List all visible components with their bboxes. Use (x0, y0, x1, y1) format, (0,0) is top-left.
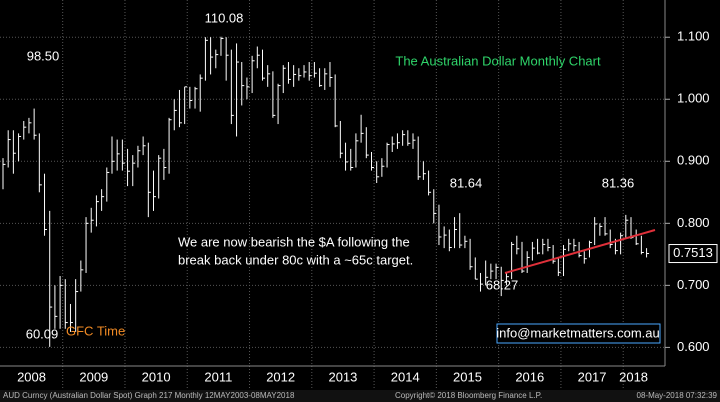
x-tick-label: 2017 (578, 369, 607, 384)
annotation: 81.64 (450, 175, 483, 190)
annotation: 68.27 (486, 277, 519, 292)
watermark-box (496, 323, 661, 344)
annotation: 98.50 (27, 48, 60, 63)
watermark: info@marketmatters.com.au (496, 325, 659, 340)
y-tick-label: 1.000 (677, 91, 710, 106)
annotation: We are now bearish the $A following the (178, 234, 410, 249)
chart-title: The Australian Dollar Monthly Chart (395, 53, 601, 68)
bars (2, 36, 650, 347)
footer: AUD Curncy (Australian Dollar Spot) Grap… (3, 391, 295, 400)
y-tick-label: 0.700 (677, 277, 710, 292)
footer: 08-May-2018 07:32:39 (637, 391, 718, 400)
footer-band (0, 390, 720, 402)
x-tick-label: 2015 (453, 369, 482, 384)
annotation: 81.36 (602, 175, 635, 190)
y-tick-label: 0.600 (677, 339, 710, 354)
x-tick-label: 2013 (328, 369, 357, 384)
y-tick-label: 0.800 (677, 215, 710, 230)
annotation: 60.09 (26, 326, 59, 341)
x-tick-label: 2014 (391, 369, 420, 384)
annotation: break back under 80c with a ~65c target. (178, 252, 413, 267)
trend-line (504, 229, 656, 274)
x-tick-label: 2009 (79, 369, 108, 384)
x-tick-label: 2011 (204, 369, 232, 384)
footer: Copyright© 2018 Bloomberg Finance L.P. (395, 391, 542, 400)
x-tick-label: 2012 (266, 369, 295, 384)
annotation: 110.08 (205, 10, 244, 25)
x-tick-label: 2016 (515, 369, 544, 384)
y-tick-label: 1.100 (677, 29, 710, 44)
x-tick-label: 2010 (142, 369, 171, 384)
x-tick-label: 2018 (619, 369, 648, 384)
annotation: GFC Time (66, 323, 125, 338)
last-price-label: 0.7513 (673, 245, 713, 260)
y-tick-label: 0.900 (677, 153, 710, 168)
x-tick-label: 2008 (17, 369, 46, 384)
last-price-box (668, 244, 718, 264)
